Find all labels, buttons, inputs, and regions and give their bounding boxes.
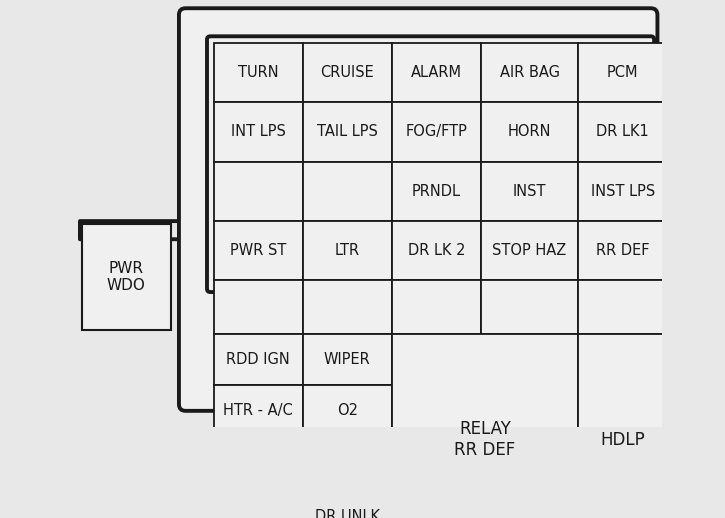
Bar <box>392 221 481 280</box>
Bar <box>303 487 392 518</box>
Text: STOP HAZ: STOP HAZ <box>492 243 567 258</box>
Bar <box>214 280 303 334</box>
Bar <box>214 102 303 162</box>
Text: HTR - A/C: HTR - A/C <box>223 404 293 419</box>
Bar <box>303 102 392 162</box>
Text: TURN: TURN <box>238 65 278 80</box>
Bar <box>392 102 481 162</box>
Text: DR LK1: DR LK1 <box>597 124 649 139</box>
Bar <box>214 162 303 221</box>
Text: DR LK 2: DR LK 2 <box>407 243 465 258</box>
Bar <box>214 487 303 518</box>
Text: O2: O2 <box>336 404 357 419</box>
Text: PWR ST: PWR ST <box>230 243 286 258</box>
Text: INST LPS: INST LPS <box>591 184 655 199</box>
Bar <box>392 43 481 102</box>
Bar <box>579 334 667 518</box>
Text: LTR: LTR <box>335 243 360 258</box>
Bar <box>214 385 303 436</box>
Bar <box>303 162 392 221</box>
Bar <box>303 334 392 385</box>
Bar <box>579 280 667 334</box>
Bar <box>303 385 392 436</box>
Bar <box>579 102 667 162</box>
FancyBboxPatch shape <box>179 8 658 411</box>
Text: TAIL LPS: TAIL LPS <box>317 124 378 139</box>
Text: RELAY
RR DEF: RELAY RR DEF <box>455 420 515 459</box>
Text: HDLP: HDLP <box>600 430 645 449</box>
Bar <box>579 162 667 221</box>
Bar <box>214 221 303 280</box>
Text: DR UNLK: DR UNLK <box>315 509 380 518</box>
Text: RDD IGN: RDD IGN <box>226 352 290 367</box>
Bar <box>303 280 392 334</box>
Text: AIR BAG: AIR BAG <box>500 65 560 80</box>
Text: RR DEF: RR DEF <box>596 243 650 258</box>
Bar <box>392 162 481 221</box>
Bar <box>481 43 579 102</box>
Bar <box>214 334 303 385</box>
Bar <box>579 221 667 280</box>
Text: FOG/FTP: FOG/FTP <box>405 124 468 139</box>
Bar <box>579 43 667 102</box>
Text: ALARM: ALARM <box>411 65 462 80</box>
Bar <box>481 102 579 162</box>
Text: PWR
WDO: PWR WDO <box>107 261 146 293</box>
Text: PRNDL: PRNDL <box>412 184 461 199</box>
Text: HORN: HORN <box>507 124 551 139</box>
Bar <box>303 436 392 487</box>
Bar <box>214 43 303 102</box>
Bar <box>303 221 392 280</box>
Text: INT LPS: INT LPS <box>231 124 286 139</box>
Text: CRUISE: CRUISE <box>320 65 374 80</box>
Bar <box>481 221 579 280</box>
Text: INST: INST <box>513 184 547 199</box>
Bar <box>392 334 579 518</box>
Bar <box>481 162 579 221</box>
Bar <box>303 43 392 102</box>
Text: PCM: PCM <box>607 65 639 80</box>
Bar <box>481 280 579 334</box>
Bar <box>82 224 170 330</box>
Text: WIPER: WIPER <box>324 352 370 367</box>
Bar <box>392 280 481 334</box>
Bar <box>214 436 303 487</box>
